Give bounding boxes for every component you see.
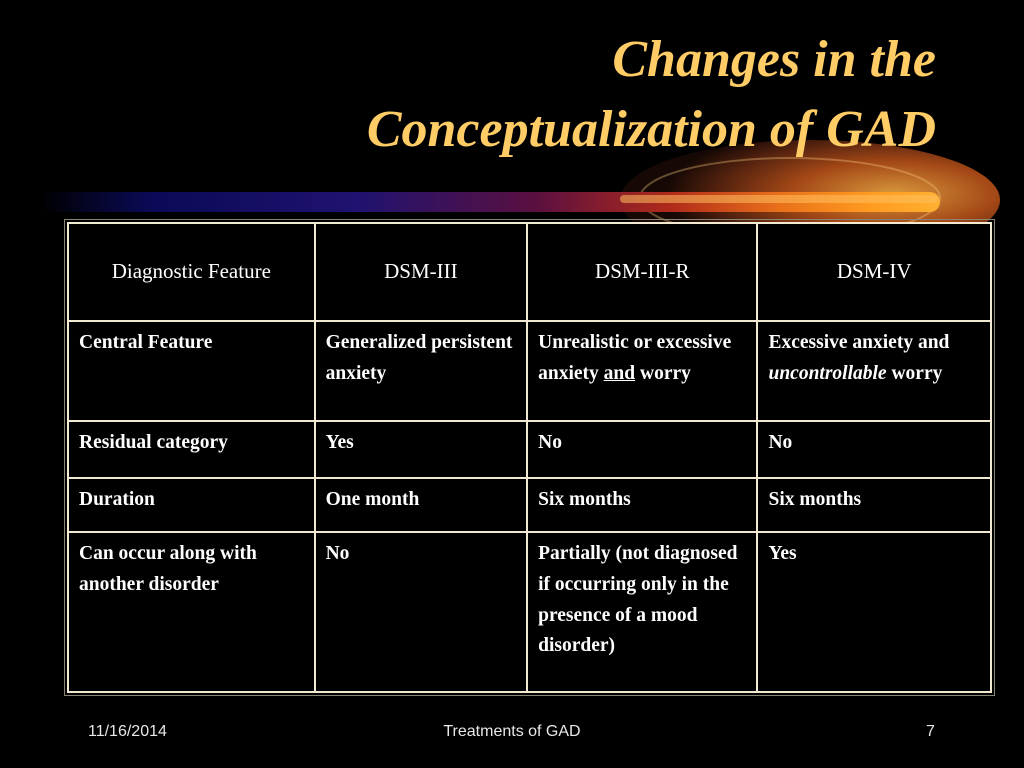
table-row: Can occur along with another disorder No… — [67, 531, 992, 693]
table-row: Central Feature Generalized persistent a… — [67, 320, 992, 422]
cell-feature: Central Feature — [67, 320, 316, 422]
cell-dsm-iii: Yes — [313, 420, 529, 479]
cell-dsm-iii-r: No — [526, 420, 759, 479]
table-row: Duration One month Six months Six months — [67, 477, 992, 533]
cell-dsm-iv: No — [756, 420, 992, 479]
dsm-comparison-table: Diagnostic Feature DSM-III DSM-III-R DSM… — [64, 219, 995, 696]
cell-text: worry — [886, 362, 943, 384]
cell-dsm-iii-r: Unrealistic or excessive anxiety and wor… — [526, 320, 759, 422]
slide-title-line-2: Conceptualization of GAD — [366, 101, 936, 158]
cell-text: worry — [635, 362, 691, 384]
cell-dsm-iii-r: Partially (not diagnosed if occurring on… — [526, 531, 759, 693]
cell-dsm-iii: One month — [313, 477, 529, 533]
header-dsm-iii-r: DSM-III-R — [526, 222, 759, 322]
slide-title-line-1: Changes in the — [612, 31, 936, 88]
cell-feature: Can occur along with another disorder — [67, 531, 316, 693]
table-row: Residual category Yes No No — [67, 420, 992, 479]
cell-dsm-iv: Six months — [756, 477, 992, 533]
cell-dsm-iii: Generalized persistent anxiety — [313, 320, 529, 422]
cell-feature: Residual category — [67, 420, 316, 479]
cell-text: Excessive anxiety and — [768, 332, 950, 353]
italic-word: uncontrollable — [768, 362, 887, 384]
cell-dsm-iv: Yes — [756, 531, 992, 693]
footer-date: 11/16/2014 — [88, 723, 167, 740]
cell-dsm-iv: Excessive anxiety and uncontrollable wor… — [756, 320, 992, 422]
cell-feature: Duration — [67, 477, 316, 533]
cell-dsm-iii-r: Six months — [526, 477, 759, 533]
footer-page-number: 7 — [926, 723, 935, 740]
footer-title: Treatments of GAD — [443, 723, 581, 740]
cell-dsm-iii: No — [313, 531, 529, 693]
header-diagnostic-feature: Diagnostic Feature — [67, 222, 316, 322]
underlined-word: and — [603, 362, 636, 384]
header-dsm-iii: DSM-III — [313, 222, 529, 322]
table-header-row: Diagnostic Feature DSM-III DSM-III-R DSM… — [67, 222, 992, 322]
header-dsm-iv: DSM-IV — [756, 222, 992, 322]
cell-text: Unrealistic or excessive anxiety — [538, 332, 732, 384]
